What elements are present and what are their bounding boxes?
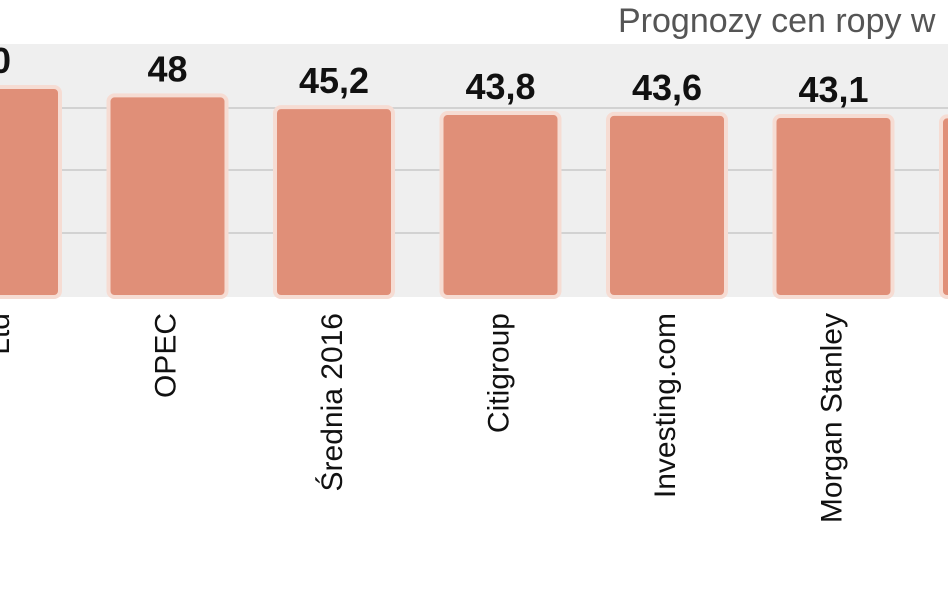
value-label: 48 [147,48,187,89]
bar [273,105,395,299]
category-label: OPEC [150,313,183,398]
value-label: 43,6 [632,67,702,108]
value-label: 43,1 [798,69,868,110]
bar [772,113,895,300]
category-label: Średnia 2016 [315,313,349,491]
bar [106,93,229,300]
bars-group [0,85,948,300]
bar [0,85,62,299]
bar [606,111,728,299]
value-label: 0 [0,40,11,81]
value-label: 43,8 [465,66,535,107]
category-label: Ltd [0,313,16,355]
category-label: Citigroup [483,313,516,433]
chart-title: Prognozy cen ropy w [618,2,936,40]
category-labels-group: Ltd OPEC Średnia 2016 Citigroup Investing.co… [0,313,849,523]
category-label: Investing.com [649,313,682,498]
value-label: 45,2 [299,60,369,101]
value-labels-group: 0 48 45,2 43,8 43,6 43,1 [0,40,869,110]
category-label: Morgan Stanley [816,313,849,523]
bar [439,111,562,300]
bar [939,114,948,299]
